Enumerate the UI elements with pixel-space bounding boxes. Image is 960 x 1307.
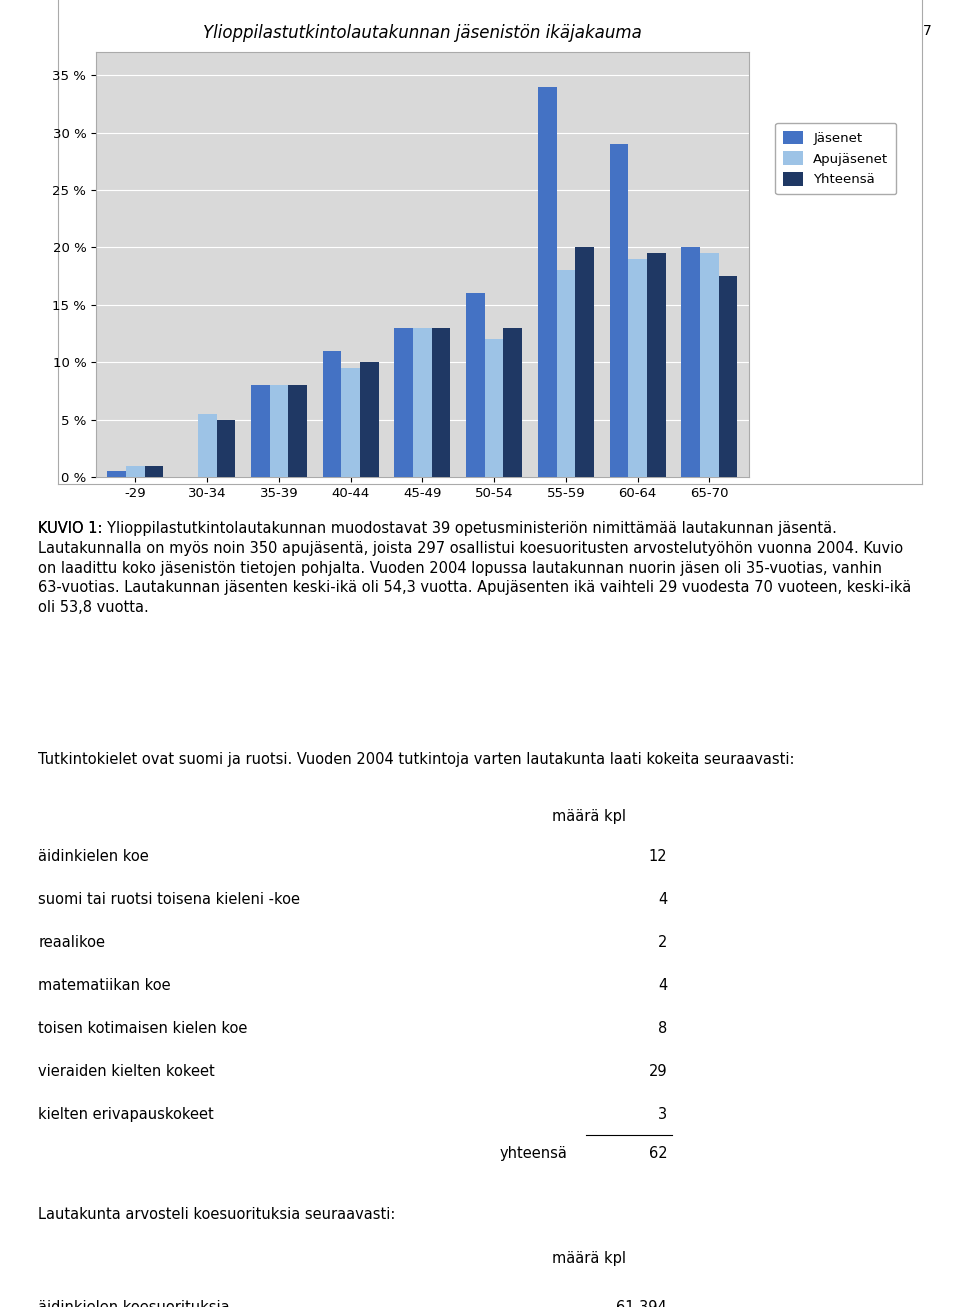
Text: matematiikan koe: matematiikan koe (38, 978, 171, 993)
Bar (538, 86, 557, 477)
Text: kielten erivapauskokeet: kielten erivapauskokeet (38, 1107, 214, 1121)
Bar (360, 362, 378, 477)
Bar (342, 369, 360, 477)
Title: Ylioppilastutkintolautakunnan jäsenistön ikäjakauma: Ylioppilastutkintolautakunnan jäsenistön… (203, 25, 642, 42)
Text: toisen kotimaisen kielen koe: toisen kotimaisen kielen koe (38, 1021, 248, 1036)
Text: 2: 2 (658, 935, 667, 950)
Text: KUVIO 1:: KUVIO 1: (38, 521, 108, 536)
Bar (628, 259, 647, 477)
Text: 61 394: 61 394 (616, 1299, 667, 1307)
Text: vieraiden kielten kokeet: vieraiden kielten kokeet (38, 1064, 215, 1078)
Text: määrä kpl: määrä kpl (552, 809, 626, 823)
Bar (719, 276, 737, 477)
Text: 4: 4 (658, 893, 667, 907)
Text: 4: 4 (658, 978, 667, 993)
Bar (432, 328, 450, 477)
Bar (395, 328, 413, 477)
Text: Lautakunta arvosteli koesuorituksia seuraavasti:: Lautakunta arvosteli koesuorituksia seur… (38, 1206, 396, 1222)
Text: 29: 29 (649, 1064, 667, 1078)
Bar (575, 247, 594, 477)
Bar (485, 340, 503, 477)
Text: Tutkintokielet ovat suomi ja ruotsi. Vuoden 2004 tutkintoja varten lautakunta la: Tutkintokielet ovat suomi ja ruotsi. Vuo… (38, 752, 795, 767)
Bar (270, 386, 288, 477)
Bar (108, 472, 126, 477)
Bar (467, 293, 485, 477)
Bar (198, 414, 217, 477)
Legend: Jäsenet, Apujäsenet, Yhteensä: Jäsenet, Apujäsenet, Yhteensä (775, 123, 897, 195)
Text: 7: 7 (923, 24, 931, 38)
Bar (503, 328, 522, 477)
Text: reaalikoe: reaalikoe (38, 935, 106, 950)
Bar (557, 271, 575, 477)
Text: äidinkielen koe: äidinkielen koe (38, 850, 149, 864)
Text: 8: 8 (658, 1021, 667, 1036)
Bar (413, 328, 432, 477)
Bar (126, 465, 145, 477)
Bar (145, 465, 163, 477)
Text: 62: 62 (649, 1146, 667, 1161)
Bar (700, 254, 719, 477)
Bar (217, 420, 235, 477)
Bar (288, 386, 307, 477)
Bar (251, 386, 270, 477)
Bar (323, 350, 342, 477)
Text: 3: 3 (658, 1107, 667, 1121)
Text: äidinkielen koesuorituksia: äidinkielen koesuorituksia (38, 1299, 230, 1307)
Bar (647, 254, 665, 477)
Text: yhteensä: yhteensä (499, 1146, 567, 1161)
Text: suomi tai ruotsi toisena kieleni -koe: suomi tai ruotsi toisena kieleni -koe (38, 893, 300, 907)
Text: 12: 12 (649, 850, 667, 864)
Bar (610, 144, 628, 477)
Bar (682, 247, 700, 477)
Text: KUVIO 1: Ylioppilastutkintolautakunnan muodostavat 39 opetusministeriön nimittäm: KUVIO 1: Ylioppilastutkintolautakunnan m… (38, 521, 912, 616)
Text: määrä kpl: määrä kpl (552, 1251, 626, 1266)
